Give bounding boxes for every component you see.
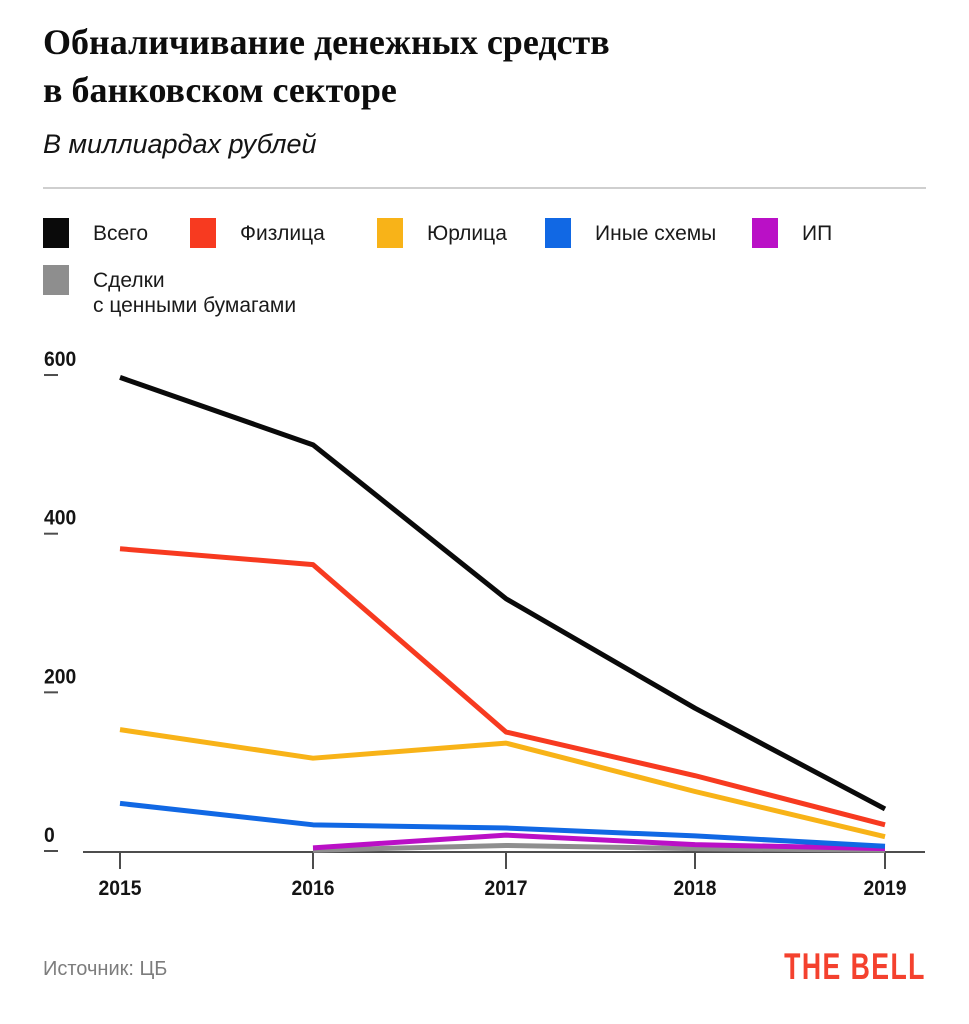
x-tick-label: 2018 [674, 877, 717, 900]
chart-legend: Всего Физлица Юрлица Иные схемы ИП Сделки с ц… [0, 0, 969, 330]
x-tick-label: 2015 [99, 877, 142, 900]
legend-item-2: Юрлица [377, 218, 507, 248]
x-tick-label: 2019 [864, 877, 907, 900]
y-tick-label: 200 [44, 666, 76, 689]
x-tick-label: 2016 [292, 877, 335, 900]
series-line-3 [119, 800, 886, 849]
page-title: Обналичивание денежных средств в банковск… [43, 18, 863, 114]
x-tick-label: 2017 [485, 877, 528, 900]
legend-label: ИП [802, 222, 833, 245]
legend-swatch [43, 265, 69, 295]
legend-item-0: Всего [43, 218, 148, 248]
series-line-4 [312, 832, 886, 852]
title-line-1: Обналичивание денежных средств [43, 22, 610, 62]
y-tick-label: 400 [44, 507, 76, 530]
legend-label: Юрлица [427, 222, 507, 245]
legend-label: Иные схемы [595, 222, 717, 245]
legend-swatch [545, 218, 571, 248]
divider [43, 187, 926, 189]
legend-item-5: Сделки с ценными бумагами [43, 265, 296, 318]
source-label: Источник: ЦБ [43, 958, 168, 980]
legend-swatch [43, 218, 69, 248]
legend-swatch [190, 218, 216, 248]
legend-item-4: ИП [752, 218, 832, 248]
legend-label: Сделки с ценными бумагами [93, 269, 297, 317]
y-tick-label: 0 [44, 824, 55, 847]
legend-item-1: Физлица [190, 218, 325, 248]
chart-subtitle: В миллиардах рублей [43, 129, 317, 159]
legend-item-3: Иные схемы [545, 218, 716, 248]
series-line-0 [119, 375, 887, 812]
y-tick-label: 600 [44, 348, 76, 371]
legend-swatch [377, 218, 403, 248]
series-line-5 [312, 842, 886, 853]
legend-label: Физлица [240, 222, 325, 245]
series-line-2 [119, 727, 886, 840]
series-line-1 [119, 546, 886, 828]
legend-swatch [752, 218, 778, 248]
legend-label: Всего [93, 222, 149, 245]
title-line-2: в банковском секторе [43, 70, 397, 110]
the-bell-logo: THE BELL [784, 946, 926, 987]
